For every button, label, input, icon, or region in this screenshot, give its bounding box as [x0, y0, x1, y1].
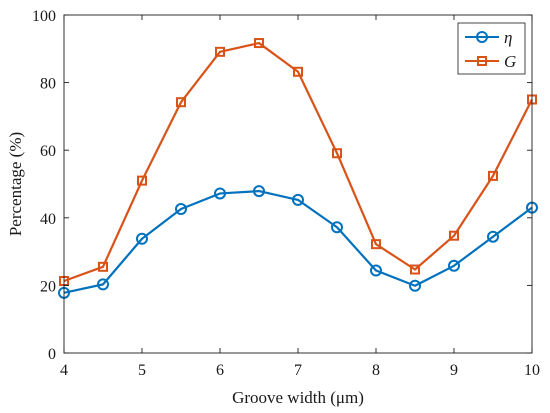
y-tick-label: 20 — [40, 278, 56, 295]
data-point-g — [371, 239, 381, 250]
x-tick-label: 8 — [372, 362, 380, 379]
data-point-eta — [253, 185, 265, 198]
data-point-g — [215, 46, 225, 57]
x-axis-label: Groove width (μm) — [232, 388, 364, 407]
labels-layer: Groove width (μm) Percentage (%) — [6, 132, 364, 407]
legend: η G — [457, 22, 526, 75]
x-tick-label: 10 — [524, 362, 540, 379]
series-line-eta — [63, 189, 533, 294]
data-point-g — [488, 170, 498, 181]
legend-g-marker — [477, 56, 487, 66]
y-tick-label: 40 — [40, 211, 56, 228]
data-point-g — [176, 97, 186, 108]
data-point-eta — [97, 278, 109, 291]
data-point-eta — [370, 264, 382, 277]
legend-eta-marker — [476, 31, 488, 43]
data-point-g — [293, 66, 303, 77]
x-tick-label: 9 — [450, 362, 458, 379]
data-point-eta — [214, 187, 226, 200]
data-point-eta — [331, 221, 343, 234]
data-point-eta — [136, 232, 148, 245]
legend-box — [457, 22, 526, 75]
data-point-eta — [448, 259, 460, 272]
y-tick-label: 100 — [32, 8, 56, 25]
data-point-g — [254, 38, 264, 49]
y-axis-label: Percentage (%) — [6, 132, 25, 236]
x-tick-label: 6 — [216, 362, 224, 379]
legend-eta-label: η — [504, 28, 512, 47]
y-tick-label: 0 — [48, 346, 56, 363]
data-point-g — [137, 175, 147, 186]
x-tick-label: 7 — [294, 362, 302, 379]
data-point-eta — [292, 193, 304, 206]
x-tick-label: 4 — [60, 362, 68, 379]
data-point-eta — [175, 203, 187, 216]
y-tick-label: 80 — [40, 76, 56, 93]
data-point-g — [410, 264, 420, 275]
legend-g-label: G — [504, 52, 516, 71]
data-point-g — [98, 261, 108, 272]
data-point-g — [449, 230, 459, 241]
series-line-g — [63, 41, 533, 283]
y-tick-label: 60 — [40, 143, 56, 160]
data-point-eta — [409, 279, 421, 292]
x-tick-label: 5 — [138, 362, 146, 379]
data-point-eta — [487, 230, 499, 243]
data-point-g — [332, 148, 342, 159]
